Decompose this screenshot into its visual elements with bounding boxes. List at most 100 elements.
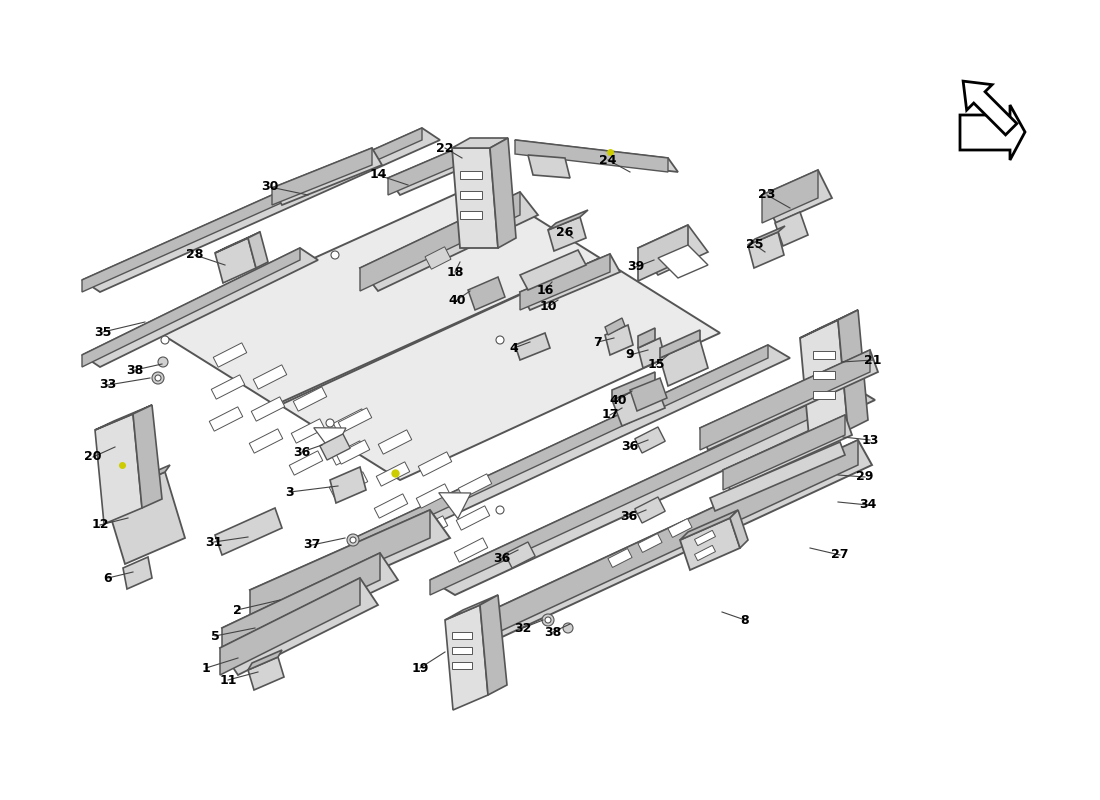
Polygon shape <box>280 258 720 480</box>
Polygon shape <box>416 484 450 508</box>
Text: 11: 11 <box>219 674 236 686</box>
Polygon shape <box>425 246 451 270</box>
Text: 33: 33 <box>99 378 117 391</box>
Polygon shape <box>378 430 411 454</box>
Text: 36: 36 <box>621 441 639 454</box>
Polygon shape <box>456 506 490 530</box>
Polygon shape <box>209 407 243 431</box>
Polygon shape <box>331 441 365 465</box>
Polygon shape <box>700 350 878 450</box>
Polygon shape <box>289 451 322 475</box>
Text: 36: 36 <box>620 510 638 523</box>
Polygon shape <box>515 140 678 172</box>
Polygon shape <box>439 493 471 518</box>
Polygon shape <box>694 530 715 546</box>
Text: 36: 36 <box>294 446 310 458</box>
Text: 32: 32 <box>515 622 531 634</box>
Polygon shape <box>680 510 738 540</box>
Polygon shape <box>605 325 632 355</box>
Circle shape <box>496 506 504 514</box>
Polygon shape <box>272 148 372 205</box>
Text: 6: 6 <box>103 571 112 585</box>
Polygon shape <box>272 148 382 205</box>
Polygon shape <box>452 646 472 654</box>
Polygon shape <box>95 405 152 430</box>
Polygon shape <box>211 375 245 399</box>
Text: 10: 10 <box>539 301 557 314</box>
Polygon shape <box>350 345 768 553</box>
Polygon shape <box>220 578 360 675</box>
Polygon shape <box>452 631 472 638</box>
Polygon shape <box>638 328 654 348</box>
Polygon shape <box>660 330 700 358</box>
Polygon shape <box>415 516 448 540</box>
Polygon shape <box>452 148 498 248</box>
Text: 2: 2 <box>232 603 241 617</box>
Polygon shape <box>333 409 366 433</box>
Polygon shape <box>123 557 152 589</box>
Polygon shape <box>800 320 848 448</box>
Polygon shape <box>612 372 654 400</box>
Text: 5: 5 <box>210 630 219 642</box>
Polygon shape <box>660 340 708 386</box>
Polygon shape <box>214 232 260 253</box>
Polygon shape <box>813 351 835 359</box>
Polygon shape <box>638 338 666 368</box>
Polygon shape <box>800 310 858 338</box>
Polygon shape <box>388 148 470 195</box>
Polygon shape <box>612 382 666 426</box>
Polygon shape <box>82 128 440 292</box>
Polygon shape <box>964 81 1016 135</box>
Polygon shape <box>490 138 516 248</box>
Polygon shape <box>459 474 492 498</box>
Text: 4: 4 <box>509 342 518 354</box>
Polygon shape <box>658 245 708 278</box>
Circle shape <box>544 617 551 623</box>
Polygon shape <box>337 440 370 464</box>
Text: 23: 23 <box>758 189 776 202</box>
Polygon shape <box>376 462 410 486</box>
Text: 35: 35 <box>95 326 112 338</box>
Polygon shape <box>329 473 363 497</box>
Polygon shape <box>638 225 688 281</box>
Polygon shape <box>762 170 818 223</box>
Polygon shape <box>452 662 472 669</box>
Polygon shape <box>694 546 715 561</box>
Polygon shape <box>528 155 570 178</box>
Text: 38: 38 <box>544 626 562 638</box>
Polygon shape <box>635 497 666 523</box>
Text: 31: 31 <box>206 535 222 549</box>
Text: 22: 22 <box>437 142 453 154</box>
Polygon shape <box>248 650 282 670</box>
Polygon shape <box>480 595 507 695</box>
Polygon shape <box>608 549 632 567</box>
Polygon shape <box>251 397 285 421</box>
Circle shape <box>331 251 339 259</box>
Polygon shape <box>748 232 784 268</box>
Polygon shape <box>430 385 874 595</box>
Polygon shape <box>214 238 256 283</box>
Polygon shape <box>338 408 372 432</box>
Text: 29: 29 <box>856 470 873 483</box>
Text: 27: 27 <box>832 549 849 562</box>
Circle shape <box>161 336 169 344</box>
Polygon shape <box>250 429 283 453</box>
Polygon shape <box>104 472 185 564</box>
Polygon shape <box>723 415 845 490</box>
Text: 8: 8 <box>740 614 749 626</box>
Text: 36: 36 <box>494 551 510 565</box>
Polygon shape <box>82 128 422 292</box>
Polygon shape <box>374 494 408 518</box>
Polygon shape <box>330 467 366 503</box>
Text: 14: 14 <box>370 169 387 182</box>
Polygon shape <box>460 191 482 199</box>
Polygon shape <box>334 472 367 496</box>
Text: 13: 13 <box>861 434 879 446</box>
Text: 20: 20 <box>85 450 101 463</box>
Polygon shape <box>360 192 520 291</box>
Polygon shape <box>776 212 808 246</box>
Polygon shape <box>460 171 482 179</box>
Polygon shape <box>104 465 170 498</box>
Text: 17: 17 <box>602 409 618 422</box>
Polygon shape <box>748 226 785 245</box>
